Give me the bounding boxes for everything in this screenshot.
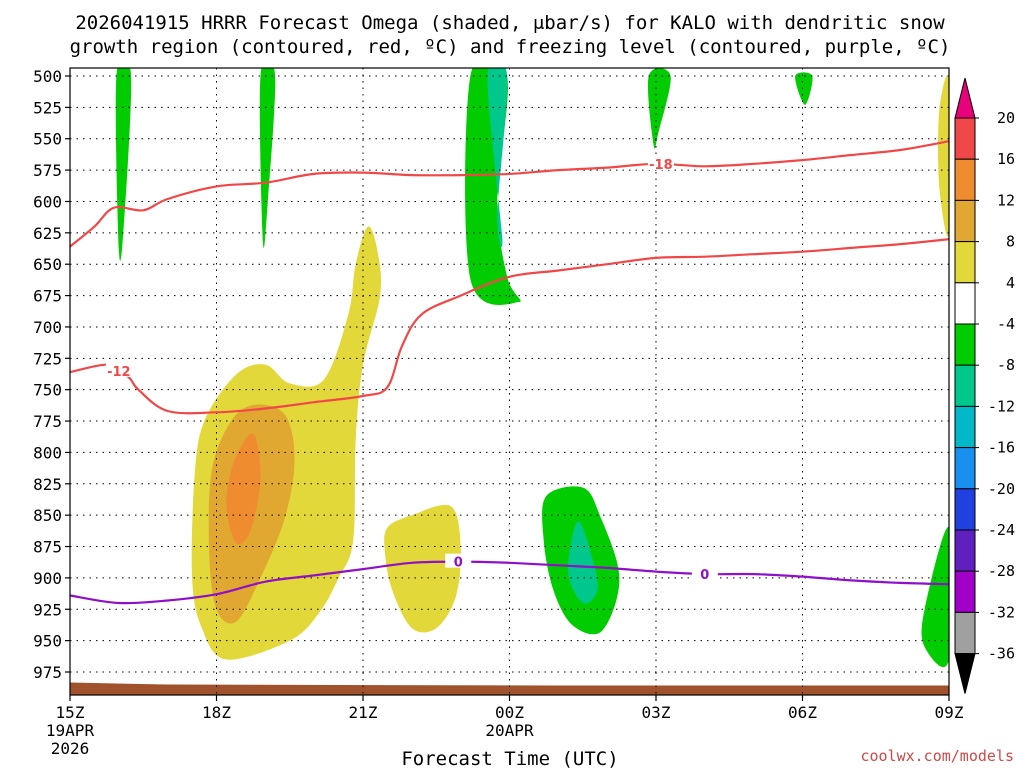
colorbar-label: -8 <box>997 356 1015 374</box>
colorbar-label: -4 <box>997 315 1015 333</box>
x-tick-label: 18Z <box>202 703 231 722</box>
colorbar-label: -24 <box>988 521 1015 539</box>
y-tick-label: 750 <box>33 381 62 400</box>
x-tick-date: 20APR <box>485 721 534 740</box>
colorbar-swatch <box>954 611 976 655</box>
colorbar-label: 8 <box>1006 233 1015 251</box>
y-tick-label: 725 <box>33 349 62 368</box>
dgz-minus12-line-label: -12 <box>107 365 131 380</box>
y-tick-label: 950 <box>33 632 62 651</box>
colorbar-swatch <box>954 405 976 449</box>
y-tick-label: 850 <box>33 506 62 525</box>
colorbar-swatch <box>954 447 976 490</box>
y-tick-label: 625 <box>33 224 62 243</box>
omega-negative-8-corner <box>921 527 949 668</box>
y-tick-label: 600 <box>33 192 62 211</box>
y-tick-label: 650 <box>33 255 62 274</box>
omega-negative-8-col3 <box>465 68 521 305</box>
colorbar-cap-bottom <box>954 653 976 694</box>
omega-negative-12-blob <box>568 521 598 604</box>
colorbar-label: 20 <box>997 109 1015 127</box>
y-tick-label: 900 <box>33 569 62 588</box>
chart-title-line-1: 2026041915 HRRR Forecast Omega (shaded, … <box>75 12 945 34</box>
x-tick-date: 19APR <box>46 721 95 740</box>
colorbar-swatch <box>954 117 976 160</box>
colorbar-swatch <box>954 323 976 366</box>
colorbar-label: 4 <box>1006 274 1015 292</box>
colorbar-swatch <box>954 199 976 243</box>
x-tick-year: 2026 <box>51 739 90 758</box>
y-tick-label: 525 <box>33 98 62 117</box>
terrain-layer <box>70 682 949 695</box>
y-tick-label: 925 <box>33 600 62 619</box>
colorbar-label: 12 <box>997 191 1015 209</box>
colorbar-cap-top <box>954 77 976 119</box>
colorbar-label: -12 <box>988 397 1015 415</box>
colorbar-label: -36 <box>988 645 1015 663</box>
contour-lines: -18 -12 0 0 <box>69 140 950 605</box>
omega-positive-4-right <box>938 75 949 237</box>
colorbar-label: 16 <box>997 150 1015 168</box>
colorbar: 20 16 12 8 4 -4 -8 -12 -16 -20 -24 -28 -32 -36 <box>954 77 1015 694</box>
omega-shaded-regions <box>115 68 949 668</box>
y-tick-label: 675 <box>33 287 62 306</box>
dgz-minus12-line <box>69 238 950 415</box>
dgz-minus18-line-label-bg <box>647 156 674 171</box>
y-tick-label: 700 <box>33 318 62 337</box>
x-tick-label: 09Z <box>935 703 964 722</box>
omega-positive-12-main <box>226 433 261 545</box>
colorbar-swatch <box>954 364 976 407</box>
omega-negative-12-col3 <box>487 68 508 247</box>
x-tick-label: 21Z <box>349 703 378 722</box>
freezing-level-line-label-bg <box>445 553 472 568</box>
omega-negative-8-col1 <box>115 68 132 261</box>
y-tick-label: 800 <box>33 443 62 462</box>
omega-positive-4-small <box>384 504 461 633</box>
x-tick-label: 06Z <box>788 703 817 722</box>
y-axis-pressure: 500 525 550 575 600 625 650 675 700 725 750 775 800 8… <box>33 67 70 682</box>
y-tick-label: 775 <box>33 412 62 431</box>
credit-text: coolwx.com/models <box>860 747 1014 765</box>
omega-negative-8-col4 <box>647 68 671 149</box>
colorbar-swatch <box>954 488 976 531</box>
freezing-level-line-label-2-bg <box>691 566 718 581</box>
colorbar-label: -28 <box>988 562 1015 580</box>
colorbar-swatch <box>954 570 976 613</box>
y-tick-label: 500 <box>33 67 62 86</box>
x-tick-label: 00Z <box>495 703 524 722</box>
colorbar-swatch <box>954 282 976 325</box>
dgz-minus18-line-label: -18 <box>649 158 673 173</box>
y-tick-label: 550 <box>33 130 62 149</box>
y-tick-label: 975 <box>33 663 62 682</box>
y-tick-label: 575 <box>33 161 62 180</box>
colorbar-swatch <box>954 241 976 284</box>
freezing-level-line-label-2: 0 <box>700 568 709 583</box>
x-axis-label: Forecast Time (UTC) <box>401 748 618 768</box>
y-tick-label: 875 <box>33 538 62 557</box>
terrain-fill <box>70 682 949 695</box>
omega-negative-8-col2 <box>259 68 276 249</box>
chart-title-line-2: growth region (contoured, red, ºC) and f… <box>70 36 951 58</box>
freezing-level-line <box>69 560 950 605</box>
dgz-minus18-line <box>69 140 950 248</box>
colorbar-label: -16 <box>988 439 1015 457</box>
freezing-level-line-label: 0 <box>454 556 463 571</box>
omega-negative-8-col5 <box>795 72 813 105</box>
dgz-minus12-line-label-bg <box>105 362 132 377</box>
x-tick-label: 15Z <box>56 703 85 722</box>
x-tick-label: 03Z <box>642 703 671 722</box>
colorbar-label: -32 <box>988 603 1015 621</box>
colorbar-swatch <box>954 529 976 572</box>
y-tick-label: 825 <box>33 475 62 494</box>
colorbar-swatch <box>954 158 976 201</box>
colorbar-label: -20 <box>988 480 1015 498</box>
